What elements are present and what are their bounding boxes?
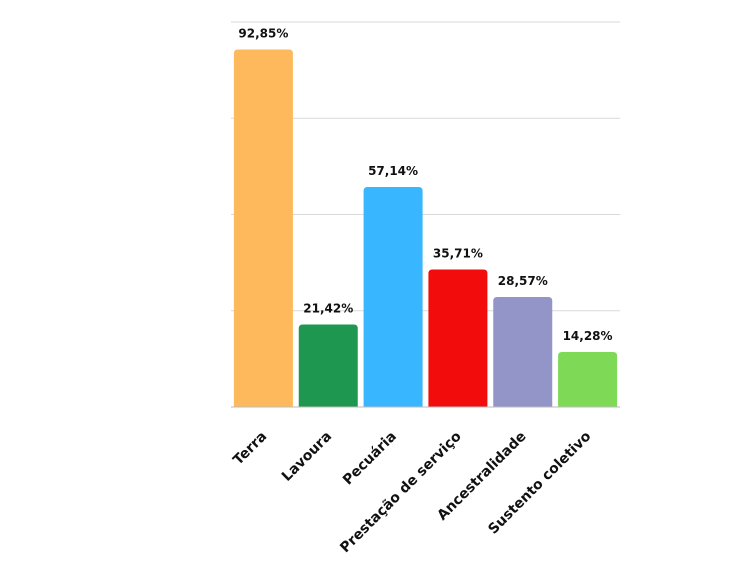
x-tick-label: Terra xyxy=(230,429,270,469)
value-label: 35,71% xyxy=(433,247,483,261)
bar xyxy=(233,49,293,408)
value-label: 28,57% xyxy=(498,274,548,288)
bar xyxy=(493,297,553,407)
x-tick-label: Pecuária xyxy=(340,429,400,489)
bar xyxy=(558,352,618,407)
value-label: 21,42% xyxy=(303,302,353,316)
bar xyxy=(298,324,358,407)
value-label: 92,85% xyxy=(238,27,288,41)
bar xyxy=(363,187,423,407)
x-tick-label: Prestação de serviço xyxy=(337,428,465,556)
value-label: 14,28% xyxy=(563,329,613,343)
value-label: 57,14% xyxy=(368,164,418,178)
bar xyxy=(428,269,488,407)
x-tick-label: Lavoura xyxy=(279,429,335,485)
